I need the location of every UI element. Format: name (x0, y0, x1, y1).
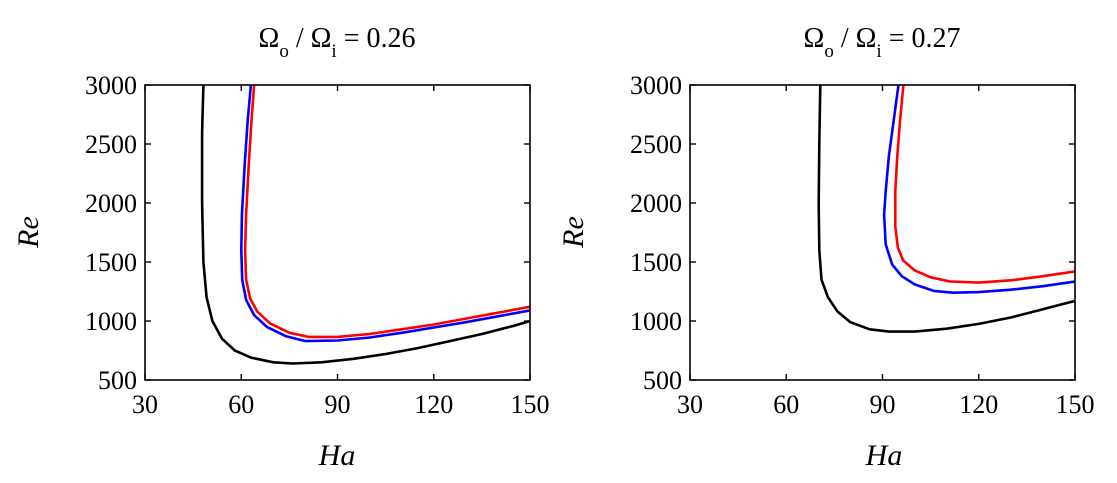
x-tick-label: 120 (959, 390, 998, 419)
x-tick-label: 150 (1056, 390, 1095, 419)
y-tick-label: 1500 (630, 248, 682, 277)
y-tick-label: 2500 (630, 130, 682, 159)
series-line-3 (893, 85, 1075, 284)
chart-title: Ωo / Ωi = 0.27 (804, 23, 961, 62)
y-tick-label: 2500 (85, 130, 137, 159)
x-tick-label: 90 (870, 390, 896, 419)
plot-frame (689, 84, 1076, 381)
title-omega-inner: / Ω (289, 23, 332, 54)
x-tick-label: 60 (773, 390, 799, 419)
x-tick-label: 120 (414, 390, 453, 419)
title-omega-outer: Ω (804, 23, 825, 54)
x-tick-label: 60 (228, 390, 254, 419)
chart-panel-1: Ωo / Ωi = 0.26 30 60 90 120 150 500 1000 1500 200… (12, 23, 550, 472)
x-tick-label: 150 (511, 390, 550, 419)
series-line-2 (882, 85, 1075, 295)
title-omega-inner: / Ω (834, 23, 877, 54)
y-tick-label: 500 (643, 366, 682, 395)
y-axis-label: Re (557, 216, 590, 249)
series-line-3 (243, 85, 530, 339)
y-tick-label: 1500 (85, 248, 137, 277)
x-tick-label: 30 (677, 390, 703, 419)
title-value: = 0.26 (337, 23, 416, 54)
series-line-2 (240, 85, 530, 343)
series-line-1 (817, 85, 1075, 333)
y-tick-label: 3000 (630, 71, 682, 100)
y-tick-label: 2000 (85, 189, 137, 218)
title-subscript-o: o (279, 41, 289, 62)
title-subscript-i: i (331, 41, 336, 62)
x-axis-label: Ha (318, 439, 356, 472)
title-value: = 0.27 (882, 23, 961, 54)
title-subscript-i: i (876, 41, 881, 62)
y-tick-label: 500 (98, 366, 137, 395)
y-tick-label: 2000 (630, 189, 682, 218)
y-tick-label: 1000 (630, 307, 682, 336)
chart-panel-2: Ωo / Ωi = 0.27 30 60 90 120 150 500 1000 1500 200… (557, 23, 1095, 472)
x-axis-label: Ha (865, 439, 903, 472)
y-axis-label: Re (12, 216, 45, 249)
x-tick-label: 90 (325, 390, 351, 419)
y-tick-label: 1000 (85, 307, 137, 336)
chart-title: Ωo / Ωi = 0.26 (259, 23, 416, 62)
y-tick-label: 3000 (85, 71, 137, 100)
series-line-1 (200, 85, 530, 365)
x-tick-label: 30 (132, 390, 158, 419)
title-omega-outer: Ω (259, 23, 280, 54)
title-subscript-o: o (824, 41, 834, 62)
